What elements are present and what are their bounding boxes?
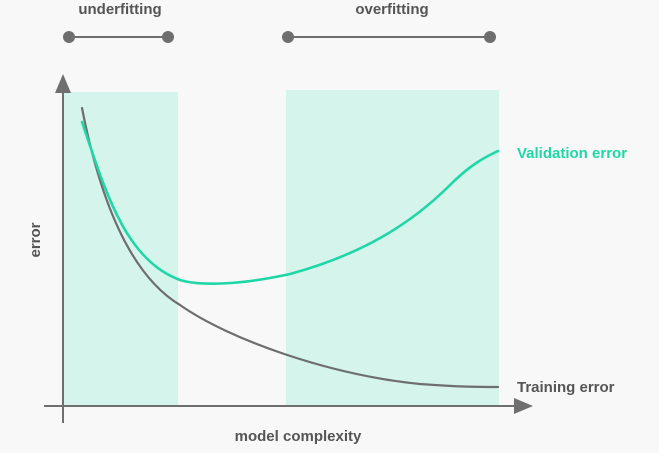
y-axis: [55, 74, 71, 423]
x-axis-label: model complexity: [235, 428, 362, 445]
x-axis: [44, 398, 533, 414]
training-error-label: Training error: [517, 379, 615, 396]
overfitting-range-bar: [282, 31, 496, 43]
overfitting-region-shade: [286, 90, 499, 406]
underfitting-range-start-dot: [63, 31, 75, 43]
validation-error-curve: [80, 120, 500, 285]
training-error-curve: [80, 106, 500, 389]
overfitting-label: overfitting: [355, 1, 428, 18]
y-axis-arrowhead: [55, 74, 71, 93]
underfitting-range-end-dot: [162, 31, 174, 43]
overfitting-range-start-dot: [282, 31, 294, 43]
underfitting-label: underfitting: [78, 1, 161, 18]
y-axis-label: error: [27, 222, 44, 257]
x-axis-arrowhead: [514, 398, 533, 414]
overfitting-range-end-dot: [484, 31, 496, 43]
underfitting-range-bar: [63, 31, 174, 43]
underfitting-region-shade: [64, 92, 178, 406]
validation-error-label: Validation error: [517, 145, 627, 162]
